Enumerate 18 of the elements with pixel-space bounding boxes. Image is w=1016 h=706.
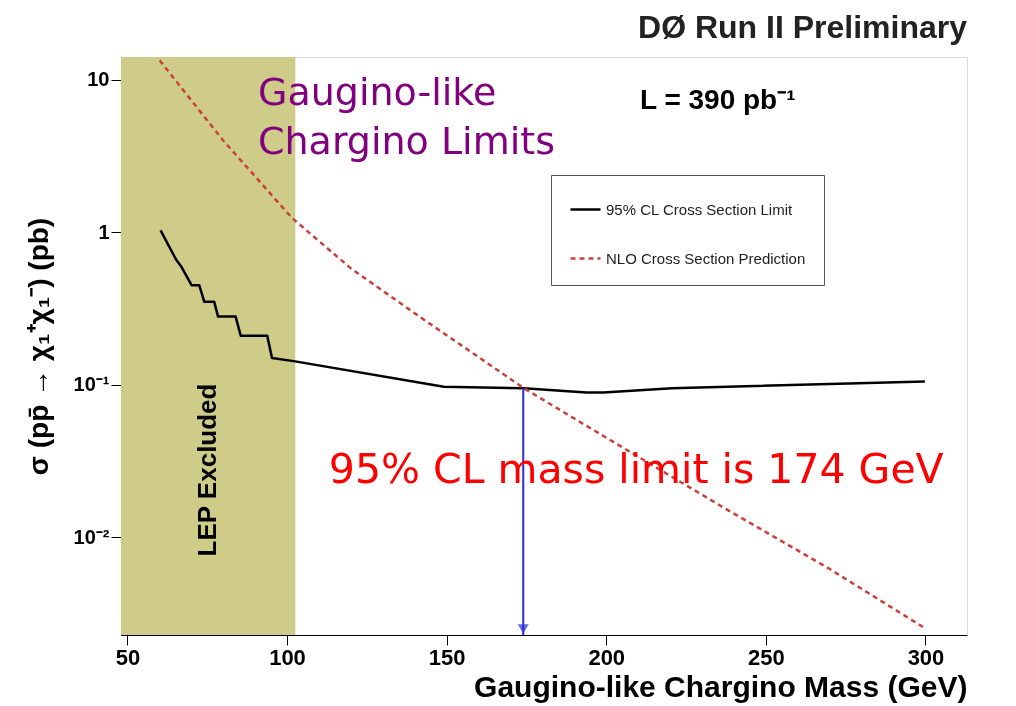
y-tick-label: 10 bbox=[87, 68, 110, 91]
legend-label: 95% CL Cross Section Limit bbox=[606, 200, 794, 218]
x-tick-label: 200 bbox=[588, 644, 626, 670]
band-label: LEP Excluded bbox=[192, 383, 223, 557]
x-tick-label: 100 bbox=[269, 644, 306, 670]
chart-title: DØ Run II Preliminary bbox=[638, 9, 968, 45]
x-tick-label: 150 bbox=[428, 644, 466, 670]
y-tick-label: 1 bbox=[98, 220, 110, 243]
x-tick-label: 50 bbox=[115, 644, 141, 670]
x-tick-label: 250 bbox=[748, 644, 785, 670]
y-tick-label: 10⁻¹ bbox=[73, 373, 110, 396]
legend-label: NLO Cross Section Prediction bbox=[606, 249, 806, 267]
x-tick-label: 300 bbox=[907, 644, 945, 670]
annotation: Gaugino-like Chargino Limits bbox=[258, 70, 555, 164]
annotation: L = 390 pb⁻¹ bbox=[640, 84, 796, 115]
y-axis-title: σ (pp̄ → χ₁⁺χ₁⁻) (pb) bbox=[22, 217, 54, 476]
y-tick-label: 10⁻² bbox=[73, 525, 110, 548]
x-axis-title: Gaugino-like Chargino Mass (GeV) bbox=[474, 669, 968, 703]
